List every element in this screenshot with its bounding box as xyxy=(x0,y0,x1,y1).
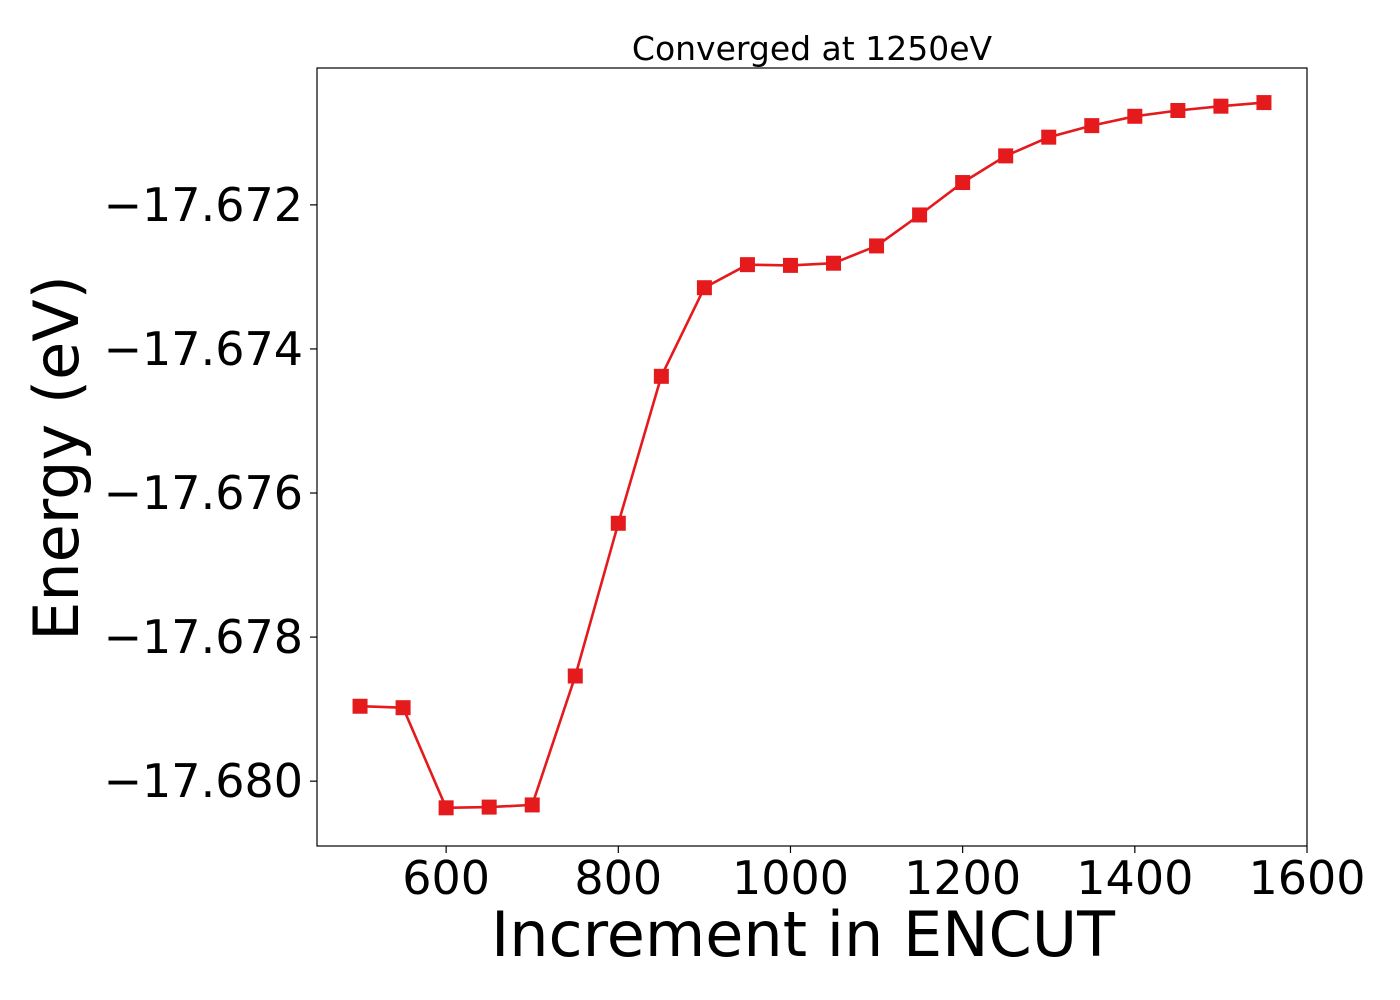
data-point xyxy=(955,175,971,191)
x-axis: 600 800 1000 1200 1400 1600 xyxy=(402,846,1366,905)
data-point xyxy=(912,207,928,223)
data-point xyxy=(653,368,669,384)
data-point xyxy=(869,238,885,254)
y-tick-label: −17.680 xyxy=(104,754,304,808)
y-tick-label: −17.672 xyxy=(104,178,304,232)
x-tick-label: 600 xyxy=(402,851,490,905)
data-point xyxy=(481,799,497,815)
data-point xyxy=(524,797,540,813)
y-tick-label: −17.678 xyxy=(104,610,304,664)
data-point xyxy=(826,255,842,271)
data-point xyxy=(1041,129,1057,145)
x-tick-label: 1600 xyxy=(1248,851,1365,905)
x-tick-label: 800 xyxy=(574,851,662,905)
x-tick-label: 1000 xyxy=(732,851,849,905)
x-tick-label: 1200 xyxy=(904,851,1021,905)
chart-title: Converged at 1250eV xyxy=(632,29,993,68)
x-tick-label: 1400 xyxy=(1076,851,1193,905)
data-point xyxy=(739,257,755,273)
data-point xyxy=(395,700,411,716)
data-point xyxy=(438,800,454,816)
data-point xyxy=(567,668,583,684)
data-point xyxy=(1084,118,1100,134)
data-point xyxy=(696,280,712,296)
data-point xyxy=(782,257,798,273)
series-line xyxy=(359,101,1265,810)
series-group xyxy=(352,95,1272,816)
x-axis-label: Increment in ENCUT xyxy=(491,898,1116,971)
y-tick-label: −17.674 xyxy=(104,322,304,376)
data-point xyxy=(1256,95,1272,111)
y-tick-label: −17.676 xyxy=(104,466,304,520)
y-axis: −17.672 −17.674 −17.676 −17.678 −17.680 xyxy=(104,178,317,808)
data-point xyxy=(610,515,626,531)
y-axis-label: Energy (eV) xyxy=(20,275,93,641)
data-point xyxy=(1170,103,1186,119)
data-point xyxy=(1213,98,1229,114)
data-point xyxy=(1127,108,1143,124)
plot-frame xyxy=(316,67,1308,847)
data-point xyxy=(998,148,1014,164)
data-point xyxy=(352,698,368,714)
